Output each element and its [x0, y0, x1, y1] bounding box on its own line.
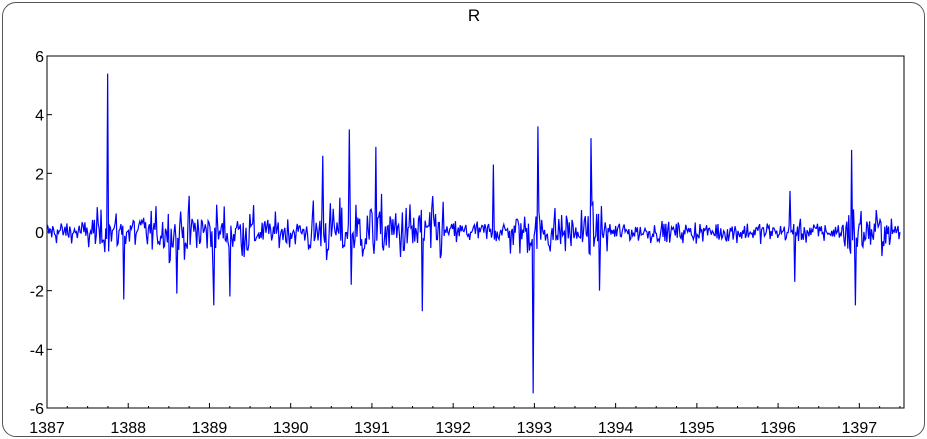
- chart-title: R: [468, 6, 480, 25]
- y-tick-label: 2: [35, 166, 44, 183]
- y-tick-label: -6: [30, 401, 44, 418]
- x-tick-label: 1395: [679, 420, 715, 437]
- x-tick-label: 1390: [273, 420, 309, 437]
- x-tick-label: 1388: [110, 420, 146, 437]
- y-tick-label: 6: [35, 49, 44, 66]
- x-tick-label: 1396: [760, 420, 796, 437]
- x-tick-label: 1387: [29, 420, 65, 437]
- x-tick-label: 1389: [192, 420, 228, 437]
- x-tick-label: 1397: [842, 420, 878, 437]
- x-tick-label: 1392: [435, 420, 471, 437]
- y-tick-label: -4: [30, 342, 44, 359]
- y-axis: 6 4 2 0 -2 -4 -6: [30, 49, 52, 418]
- x-axis: 1387 1388 1389 1390 1391 1392 1393 1394 1395 1396…: [29, 403, 901, 437]
- y-tick-label: -2: [30, 284, 44, 301]
- x-tick-label: 1391: [354, 420, 390, 437]
- y-tick-label: 4: [35, 108, 44, 125]
- x-tick-label: 1393: [517, 420, 553, 437]
- x-tick-label: 1394: [598, 420, 634, 437]
- y-tick-label: 0: [35, 225, 44, 242]
- series-r-line: [46, 73, 901, 394]
